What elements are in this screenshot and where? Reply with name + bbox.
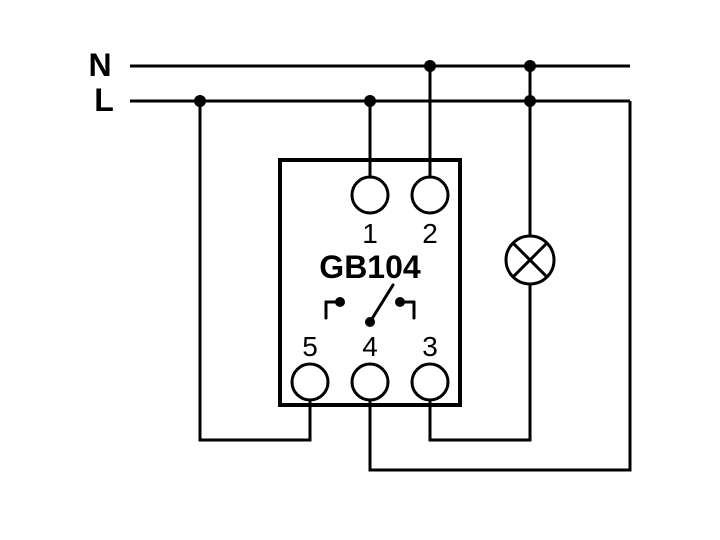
junction-1 [364, 95, 376, 107]
device-label: GB104 [319, 249, 421, 285]
terminal-label-1: 1 [362, 218, 378, 249]
terminal-label-2: 2 [422, 218, 438, 249]
terminal-5 [292, 364, 328, 400]
junction-2 [424, 60, 436, 72]
wire-3 [430, 284, 530, 440]
rail-label-n: N [88, 47, 111, 83]
junction-7 [365, 317, 375, 327]
terminal-1 [352, 177, 388, 213]
junction-6 [395, 297, 405, 307]
terminal-label-4: 4 [362, 331, 378, 362]
terminal-3 [412, 364, 448, 400]
wire-4 [370, 101, 630, 470]
rail-label-l: L [94, 82, 114, 118]
terminal-2 [412, 177, 448, 213]
junction-0 [194, 95, 206, 107]
terminal-4 [352, 364, 388, 400]
wiring-diagram: NL GB1041 2 5 4 3 [0, 0, 720, 540]
terminal-label-3: 3 [422, 331, 438, 362]
terminal-label-5: 5 [302, 331, 318, 362]
junction-3 [524, 60, 536, 72]
junction-5 [335, 297, 345, 307]
junction-4 [524, 95, 536, 107]
switch-arm [370, 285, 393, 322]
